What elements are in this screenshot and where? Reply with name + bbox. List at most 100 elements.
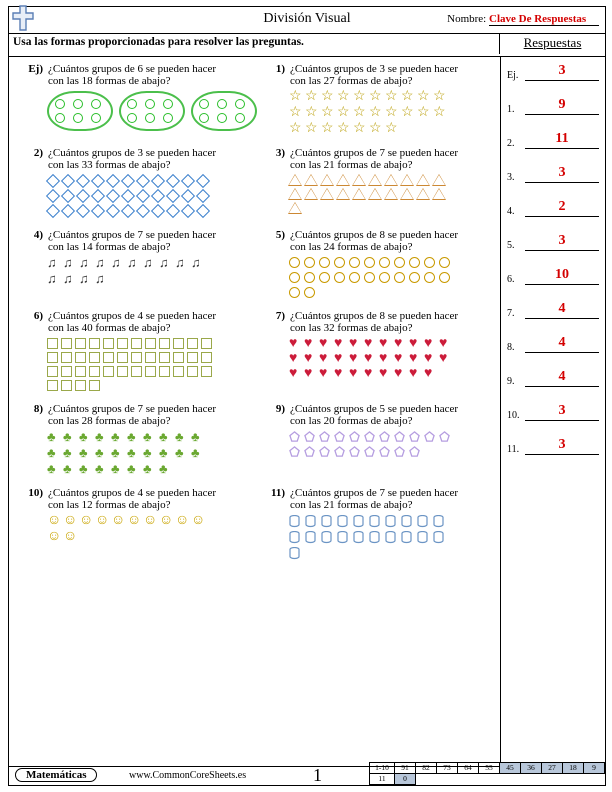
question-block: 5)¿Cuántos grupos de 8 se pueden hacerco… (253, 227, 495, 304)
page-number: 1 (313, 765, 322, 786)
answer-value: 4 (525, 369, 599, 387)
diam-icon (196, 189, 210, 203)
diam-icon (76, 174, 90, 188)
question-number: Ej) (17, 63, 47, 87)
diam-icon (91, 189, 105, 203)
answer-key-text: Clave De Respuestas (489, 13, 586, 25)
ring-group (191, 91, 257, 131)
heart-icon: ♥ (379, 353, 391, 365)
ring-dot-icon (145, 113, 155, 123)
answer-label: 4. (507, 206, 525, 217)
cyl-icon (289, 547, 301, 559)
diam-icon (196, 174, 210, 188)
shapes-array: ☺☺☺☺☺☺☺☺☺☺☺☺ (17, 511, 217, 543)
question-text: ¿Cuántos grupos de 7 se pueden hacercon … (47, 229, 247, 253)
tri-icon (321, 189, 333, 199)
diam-icon (106, 204, 120, 218)
cyl-icon (369, 531, 381, 543)
answer-value: 3 (525, 233, 599, 251)
diam-icon (91, 204, 105, 218)
pent-icon (319, 446, 330, 457)
pent-icon (439, 431, 450, 442)
instructions-text: Usa las formas proporcionadas para resol… (13, 36, 304, 48)
sq-icon (201, 338, 212, 349)
circ-icon (379, 257, 390, 268)
diam-icon (166, 189, 180, 203)
question-number: 10) (17, 487, 47, 511)
ring-dot-icon (163, 99, 173, 109)
spade-icon: ♣ (95, 463, 107, 475)
star-icon: ☆ (305, 107, 317, 119)
diam-icon (61, 204, 75, 218)
sq-icon (89, 380, 100, 391)
question-text: ¿Cuántos grupos de 3 se pueden hacercon … (289, 63, 489, 87)
sq-icon (117, 352, 128, 363)
ring-dot-icon (91, 113, 101, 123)
tri-icon (321, 175, 333, 185)
shapes-array (259, 511, 459, 559)
sq-icon (159, 366, 170, 377)
cyl-icon (305, 515, 317, 527)
ring-dot-icon (163, 113, 173, 123)
star-icon: ☆ (369, 91, 381, 103)
answers-header: Respuestas (499, 34, 605, 54)
smile-icon: ☺ (191, 515, 203, 527)
heart-icon: ♥ (334, 353, 346, 365)
diam-icon (91, 174, 105, 188)
spade-icon: ♣ (159, 447, 171, 459)
sq-icon (117, 366, 128, 377)
main-area: Ej)¿Cuántos grupos de 6 se pueden hacerc… (9, 57, 605, 771)
sq-icon (61, 338, 72, 349)
star-icon: ☆ (417, 107, 429, 119)
diam-icon (166, 204, 180, 218)
star-icon: ☆ (289, 107, 301, 119)
heart-icon: ♥ (349, 338, 361, 350)
note-icon: ♫ (143, 257, 155, 269)
spade-icon: ♣ (143, 447, 155, 459)
note-icon: ♫ (47, 257, 59, 269)
star-icon: ☆ (337, 123, 349, 135)
ring-dot-icon (235, 113, 245, 123)
heart-icon: ♥ (364, 338, 376, 350)
answer-label: Ej. (507, 70, 525, 81)
sq-icon (145, 352, 156, 363)
tri-icon (289, 189, 301, 199)
smile-icon: ☺ (63, 515, 75, 527)
pent-icon (364, 446, 375, 457)
note-icon: ♫ (63, 273, 75, 285)
pent-icon (334, 431, 345, 442)
question-block: 10)¿Cuántos grupos de 4 se pueden hacerc… (11, 485, 253, 565)
spade-icon: ♣ (63, 447, 75, 459)
question-block: 8)¿Cuántos grupos de 7 se pueden hacerco… (11, 401, 253, 481)
sq-icon (159, 338, 170, 349)
circ-icon (319, 272, 330, 283)
diam-icon (151, 189, 165, 203)
heart-icon: ♥ (289, 368, 301, 380)
cyl-icon (337, 515, 349, 527)
diam-icon (166, 174, 180, 188)
diam-icon (151, 204, 165, 218)
diam-icon (181, 189, 195, 203)
tri-icon (289, 175, 301, 185)
diam-icon (76, 189, 90, 203)
note-icon: ♫ (63, 257, 75, 269)
answer-row: 3.3 (507, 165, 599, 183)
heart-icon: ♥ (394, 353, 406, 365)
heart-icon: ♥ (334, 368, 346, 380)
note-icon: ♫ (79, 257, 91, 269)
ring-dot-icon (199, 113, 209, 123)
note-icon: ♫ (191, 257, 203, 269)
cyl-icon (321, 531, 333, 543)
diam-icon (46, 204, 60, 218)
cyl-icon (289, 515, 301, 527)
answer-label: 3. (507, 172, 525, 183)
diam-icon (61, 189, 75, 203)
ring-dot-icon (91, 99, 101, 109)
smile-icon: ☺ (143, 515, 155, 527)
spade-icon: ♣ (95, 447, 107, 459)
tri-icon (433, 175, 445, 185)
ring-group (47, 91, 113, 131)
ring-dot-icon (55, 99, 65, 109)
diam-icon (106, 189, 120, 203)
ring-dot-icon (235, 99, 245, 109)
